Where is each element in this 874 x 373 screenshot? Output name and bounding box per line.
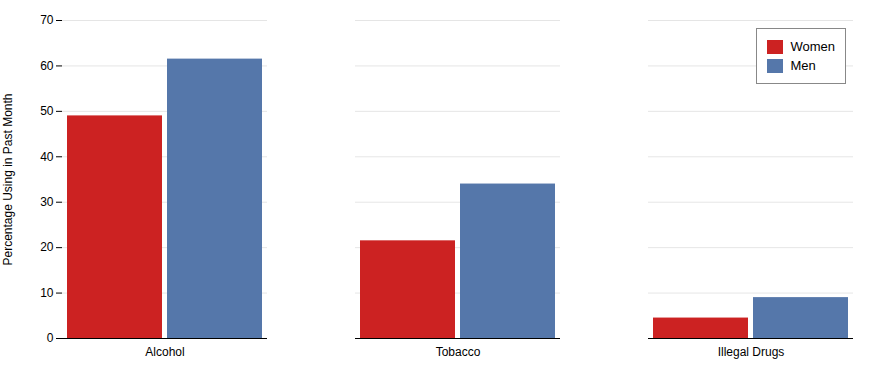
svg-text:Tobacco: Tobacco — [436, 345, 481, 359]
html-text:Women: Women — [790, 39, 835, 54]
svg-text:0: 0 — [47, 331, 54, 345]
svg-text:70: 70 — [40, 13, 54, 27]
svg-text:Alcohol: Alcohol — [145, 345, 184, 359]
svg-text:20: 20 — [40, 240, 54, 254]
html-text:Men: Men — [790, 58, 816, 73]
svg-text:Illegal Drugs: Illegal Drugs — [718, 345, 785, 359]
svg-text:40: 40 — [40, 150, 54, 164]
svg-text:Percentage Using in Past Month: Percentage Using in Past Month — [1, 93, 15, 265]
svg-text:30: 30 — [40, 195, 54, 209]
svg-text:60: 60 — [40, 59, 54, 73]
svg-text:50: 50 — [40, 104, 54, 118]
svg-text:10: 10 — [40, 286, 54, 300]
